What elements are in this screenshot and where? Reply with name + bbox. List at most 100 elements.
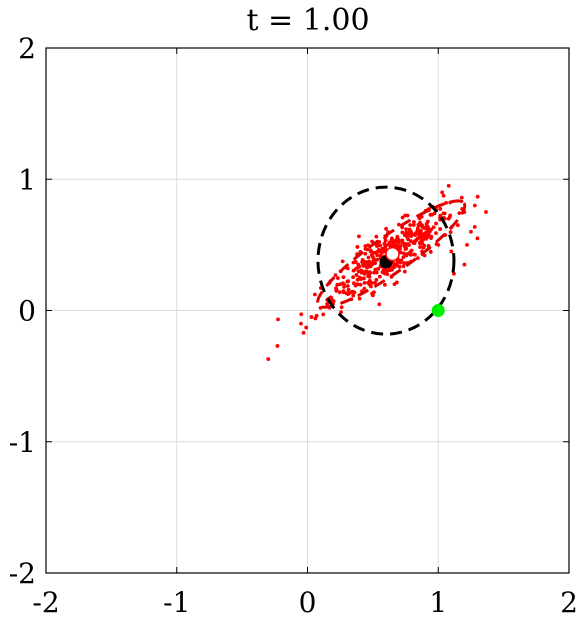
sample-point — [362, 280, 367, 285]
sample-point — [455, 223, 460, 228]
sample-point — [398, 260, 403, 265]
sample-point — [438, 207, 443, 211]
target-marker — [431, 304, 445, 317]
sample-point — [431, 225, 436, 230]
sample-point — [428, 249, 433, 254]
sample-point — [412, 220, 416, 224]
sample-point — [345, 284, 350, 288]
sample-point — [425, 234, 430, 239]
x-tick-label: -1 — [163, 586, 190, 619]
sample-point — [357, 234, 361, 239]
sample-point — [475, 194, 480, 199]
sample-point — [362, 286, 367, 291]
sample-point — [405, 213, 410, 218]
sample-point — [426, 225, 430, 229]
sample-point — [374, 234, 379, 239]
sample-point — [366, 255, 371, 260]
sample-point — [448, 230, 453, 234]
sample-point — [452, 271, 456, 276]
sample-point — [299, 312, 304, 317]
sample-point — [341, 289, 346, 293]
sample-point — [388, 243, 393, 248]
sample-point — [353, 267, 358, 271]
sample-point — [465, 242, 469, 247]
sample-point — [400, 215, 405, 220]
sample-point — [403, 242, 408, 247]
sample-point — [422, 233, 427, 237]
sample-point — [417, 216, 422, 221]
sample-point — [344, 291, 349, 296]
sample-point — [383, 238, 388, 243]
sample-point — [369, 281, 374, 285]
sample-point — [361, 264, 366, 268]
sample-point — [382, 241, 387, 246]
sample-point — [442, 211, 447, 216]
sample-point — [392, 241, 396, 246]
sample-point — [407, 231, 412, 236]
sample-point — [459, 195, 464, 200]
sample-point — [469, 229, 473, 234]
sample-point — [413, 231, 418, 235]
sample-point — [363, 251, 368, 256]
sample-point — [408, 223, 413, 227]
sample-point — [321, 312, 326, 317]
sample-point — [374, 277, 379, 282]
sample-mean-marker — [385, 246, 400, 262]
sample-point — [420, 241, 425, 246]
sample-point — [356, 269, 361, 274]
sample-point — [424, 221, 429, 226]
sample-point — [299, 321, 303, 326]
sample-point — [484, 210, 488, 214]
sample-point — [411, 241, 416, 245]
sample-point — [346, 287, 351, 292]
sample-point — [377, 302, 382, 307]
sample-point — [434, 231, 438, 236]
sample-point — [417, 232, 421, 237]
sample-point — [401, 264, 406, 269]
y-tick-label: 2 — [18, 32, 36, 65]
sample-point — [448, 200, 453, 205]
sample-point — [457, 211, 462, 216]
x-tick-label: 0 — [299, 586, 317, 619]
sample-point — [304, 325, 309, 330]
sample-point — [384, 226, 388, 231]
sample-point — [363, 244, 368, 248]
sample-point — [398, 244, 403, 249]
x-tick-label: -2 — [32, 586, 59, 619]
sample-point — [351, 260, 356, 265]
sample-point — [449, 249, 454, 254]
sample-point — [444, 200, 448, 205]
y-tick-label: 1 — [18, 163, 36, 196]
sample-point — [406, 242, 410, 246]
plot-content — [266, 183, 488, 361]
sample-point — [462, 262, 467, 267]
sample-point — [357, 296, 362, 301]
sample-point — [382, 282, 387, 287]
sample-point — [335, 276, 340, 280]
sample-point — [365, 260, 369, 264]
sample-point — [372, 290, 376, 295]
sample-point — [389, 237, 394, 242]
sample-point — [325, 302, 330, 306]
sample-point — [385, 272, 390, 277]
sample-point — [402, 269, 407, 274]
sample-point — [373, 261, 377, 266]
sample-point — [351, 275, 356, 280]
sample-point — [313, 316, 318, 321]
axis-ticks: -2 -1 0 1 2 -2 -1 0 1 2 — [9, 32, 578, 619]
y-tick-label: -1 — [9, 426, 36, 459]
sample-point — [402, 261, 407, 265]
sample-point — [446, 183, 451, 188]
sample-point — [418, 235, 423, 240]
sample-point — [362, 271, 366, 276]
sample-point — [340, 259, 345, 264]
sample-point — [368, 260, 372, 265]
sample-point — [375, 250, 380, 254]
sample-point — [401, 255, 406, 260]
sample-point — [373, 267, 378, 272]
sample-point — [447, 215, 452, 219]
sample-point — [350, 290, 354, 294]
sample-point — [377, 274, 382, 279]
sample-point — [365, 265, 370, 270]
sample-point — [392, 282, 397, 287]
